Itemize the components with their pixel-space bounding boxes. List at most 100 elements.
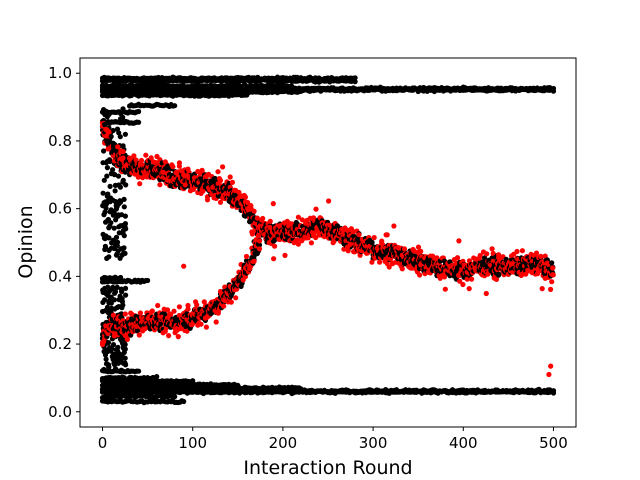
data-point xyxy=(245,199,251,206)
data-point xyxy=(122,131,128,137)
data-point xyxy=(254,215,260,221)
data-point xyxy=(194,302,200,308)
data-point xyxy=(114,284,120,290)
data-point xyxy=(103,205,109,211)
data-point xyxy=(122,119,128,125)
data-point xyxy=(203,324,209,330)
data-point xyxy=(113,366,119,373)
data-point xyxy=(131,153,137,159)
data-point xyxy=(229,179,235,185)
data-point xyxy=(136,368,142,374)
data-point xyxy=(123,292,129,298)
data-point xyxy=(110,342,117,348)
data-point xyxy=(399,266,405,272)
data-point xyxy=(417,272,423,278)
data-point xyxy=(113,217,119,223)
data-point xyxy=(117,198,123,204)
data-point xyxy=(122,341,128,348)
data-point xyxy=(185,306,191,312)
data-point xyxy=(136,108,142,115)
data-point xyxy=(118,274,124,281)
data-point xyxy=(115,173,122,179)
data-point xyxy=(101,148,107,154)
data-point xyxy=(110,127,116,134)
data-point xyxy=(548,286,554,292)
data-point xyxy=(118,367,124,373)
data-point xyxy=(185,302,191,309)
data-point xyxy=(260,215,266,222)
data-point xyxy=(106,129,112,135)
data-point xyxy=(112,188,118,194)
data-point xyxy=(137,310,143,316)
data-point xyxy=(121,204,127,210)
data-point xyxy=(145,277,151,284)
data-point xyxy=(100,190,106,196)
data-point xyxy=(242,194,248,200)
data-point xyxy=(550,265,556,271)
data-point xyxy=(490,250,496,257)
data-point xyxy=(140,175,146,181)
data-point xyxy=(369,240,375,246)
data-point xyxy=(112,172,118,178)
data-point xyxy=(121,196,127,202)
data-point xyxy=(120,302,126,308)
data-point xyxy=(175,334,181,340)
data-point xyxy=(298,88,304,94)
data-point xyxy=(101,366,107,373)
data-point xyxy=(377,259,383,265)
data-point xyxy=(454,255,461,261)
data-point xyxy=(102,297,108,303)
data-point xyxy=(102,121,108,127)
data-point xyxy=(227,174,233,180)
data-point xyxy=(110,167,116,173)
data-point xyxy=(120,114,126,120)
data-point xyxy=(106,254,112,260)
data-point xyxy=(157,182,163,188)
data-point xyxy=(104,165,110,171)
data-point xyxy=(102,209,108,215)
data-point xyxy=(108,133,114,140)
data-point xyxy=(168,312,174,318)
data-point xyxy=(371,235,377,241)
data-point xyxy=(204,197,211,203)
data-point xyxy=(117,184,123,190)
data-point xyxy=(298,386,304,392)
data-point xyxy=(550,390,557,396)
data-point xyxy=(384,232,390,238)
data-point xyxy=(248,203,254,209)
data-point xyxy=(181,398,187,405)
data-point xyxy=(104,173,110,179)
data-point xyxy=(121,233,127,239)
data-point xyxy=(122,213,128,219)
data-point xyxy=(493,276,500,282)
data-point xyxy=(170,164,176,170)
data-point xyxy=(411,248,417,254)
data-point xyxy=(272,237,278,243)
data-point xyxy=(201,299,207,305)
data-point xyxy=(123,362,129,368)
data-point xyxy=(235,382,241,388)
data-point xyxy=(115,144,121,150)
data-point xyxy=(164,307,171,313)
data-point xyxy=(113,234,120,240)
data-point xyxy=(106,111,112,117)
data-point xyxy=(122,221,128,227)
data-point xyxy=(496,252,502,258)
data-point xyxy=(109,346,115,352)
data-point xyxy=(103,356,109,362)
data-point xyxy=(550,88,557,94)
data-point xyxy=(356,232,362,238)
data-point xyxy=(136,119,142,125)
data-point xyxy=(113,119,120,125)
data-point xyxy=(176,304,182,310)
data-point xyxy=(136,332,142,338)
data-point xyxy=(119,289,125,295)
data-point xyxy=(217,177,224,184)
data-point xyxy=(549,260,555,266)
data-point xyxy=(172,394,178,400)
data-point xyxy=(106,362,112,368)
data-point xyxy=(117,134,123,140)
data-point xyxy=(120,177,126,183)
data-point xyxy=(101,177,107,183)
data-point xyxy=(148,155,154,161)
